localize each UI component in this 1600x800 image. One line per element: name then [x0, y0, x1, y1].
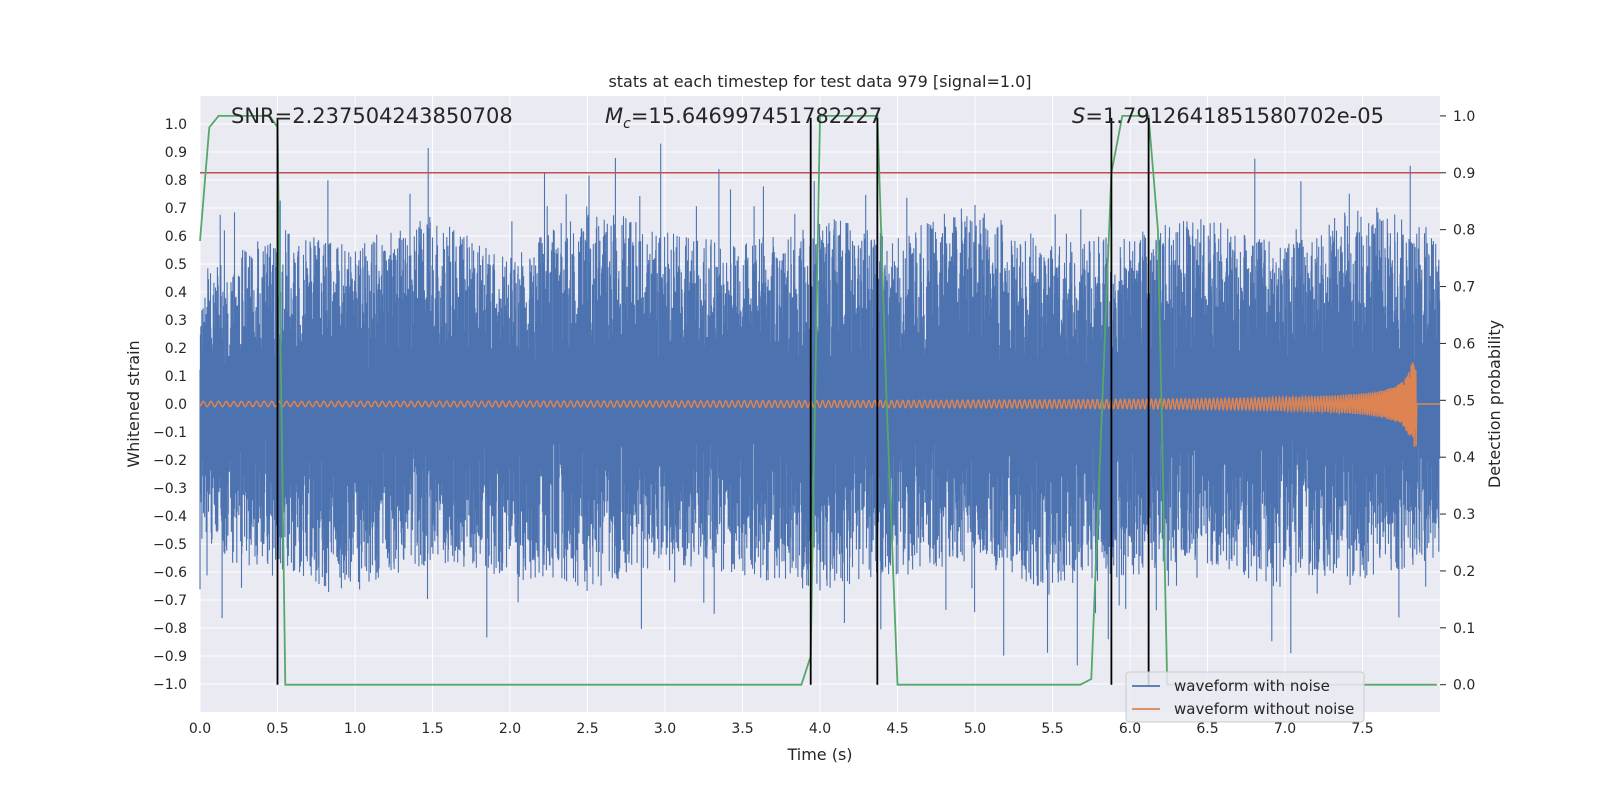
detection-probability-series [199, 115, 1437, 686]
x-tick-label: 1.0 [344, 721, 366, 737]
x-tick-label: 5.5 [1041, 721, 1063, 737]
x-tick-label: 2.5 [576, 721, 598, 737]
y2-tick-label: 0.1 [1453, 621, 1475, 637]
y-tick-label: −0.4 [153, 509, 187, 525]
x-tick-label: 2.0 [499, 721, 521, 737]
y2-tick-label: 0.4 [1453, 450, 1475, 466]
y-tick-label: 0.8 [165, 173, 187, 189]
y2-axis-label: Detection probability [1485, 320, 1504, 488]
legend-box [1125, 671, 1365, 723]
y-tick-label: 0.6 [165, 229, 187, 245]
y2-tick-label: 0.8 [1453, 223, 1475, 239]
legend-label-clean: waveform without noise [1174, 700, 1354, 718]
clean-trace [199, 362, 1440, 447]
x-tick-label: 1.5 [421, 721, 443, 737]
y2-tick-label: 0.3 [1453, 507, 1475, 523]
mc-annotation: Mc=15.646997451782227 [605, 104, 882, 132]
y2-tick-label: 0.6 [1453, 336, 1475, 352]
y-tick-label: −0.3 [153, 481, 187, 497]
y-tick-label: −1.0 [153, 677, 187, 693]
x-tick-label: 0.0 [189, 721, 211, 737]
y-tick-label: 0.2 [165, 341, 187, 357]
y-tick-label: −0.6 [153, 565, 187, 581]
y2-tick-label: 0.0 [1453, 678, 1475, 694]
y-tick-label: 0.0 [165, 397, 187, 413]
vertical-markers [276, 117, 1150, 685]
y-tick-label: −0.8 [153, 621, 187, 637]
y-tick-label: −0.2 [153, 453, 187, 469]
y-tick-label: 0.7 [165, 201, 187, 217]
y2-axis-ticks: 1.0 0.9 0.8 0.7 0.6 0.5 0.4 0.3 0.2 0.1 0.0 [1440, 109, 1475, 694]
snr-annotation: SNR=2.237504243850708 [231, 104, 513, 128]
y2-tick-label: 0.7 [1453, 280, 1475, 296]
y2-tick-label: 0.5 [1453, 393, 1475, 409]
y2-tick-label: 0.9 [1453, 166, 1475, 182]
s-annotation: S=1.7912641851580702e-05 [1072, 104, 1384, 128]
x-tick-label: 7.5 [1351, 721, 1373, 737]
y-tick-label: −0.9 [153, 649, 187, 665]
probability-line [199, 115, 1437, 686]
x-tick-label: 5.0 [964, 721, 986, 737]
x-tick-label: 7.0 [1274, 721, 1296, 737]
x-tick-label: 0.5 [266, 721, 288, 737]
chart-title: stats at each timestep for test data 979… [608, 72, 1031, 91]
legend: waveform with noise waveform without noi… [1125, 671, 1365, 723]
y2-tick-label: 0.2 [1453, 564, 1475, 580]
waveform-without-noise-series [199, 362, 1440, 447]
y2-tick-label: 1.0 [1453, 109, 1475, 125]
x-tick-label: 6.0 [1119, 721, 1141, 737]
y-tick-label: 0.9 [165, 145, 187, 161]
y-tick-label: 0.5 [165, 257, 187, 273]
legend-label-noise: waveform with noise [1174, 677, 1330, 695]
y-tick-label: −0.5 [153, 537, 187, 553]
y-axis-ticks: 1.0 0.9 0.8 0.7 0.6 0.5 0.4 0.3 0.2 0.1 0.0 −0.1 −0.… [153, 117, 187, 693]
y-tick-label: −0.1 [153, 425, 187, 441]
y-axis-label: Whitened strain [124, 340, 143, 467]
y-tick-label: 1.0 [165, 117, 187, 133]
x-tick-label: 3.5 [731, 721, 753, 737]
x-tick-label: 4.5 [886, 721, 908, 737]
x-tick-label: 6.5 [1196, 721, 1218, 737]
x-tick-label: 4.0 [809, 721, 831, 737]
y-tick-label: −0.7 [153, 593, 187, 609]
x-axis-ticks: 0.0 0.5 1.0 1.5 2.0 2.5 3.0 3.5 4.0 4.5 5.0 5.5 6.0 6… [189, 721, 1374, 737]
y-tick-label: 0.3 [165, 313, 187, 329]
x-tick-label: 3.0 [654, 721, 676, 737]
y-tick-label: 0.1 [165, 369, 187, 385]
x-axis-label: Time (s) [786, 745, 852, 764]
y-tick-label: 0.4 [165, 285, 187, 301]
